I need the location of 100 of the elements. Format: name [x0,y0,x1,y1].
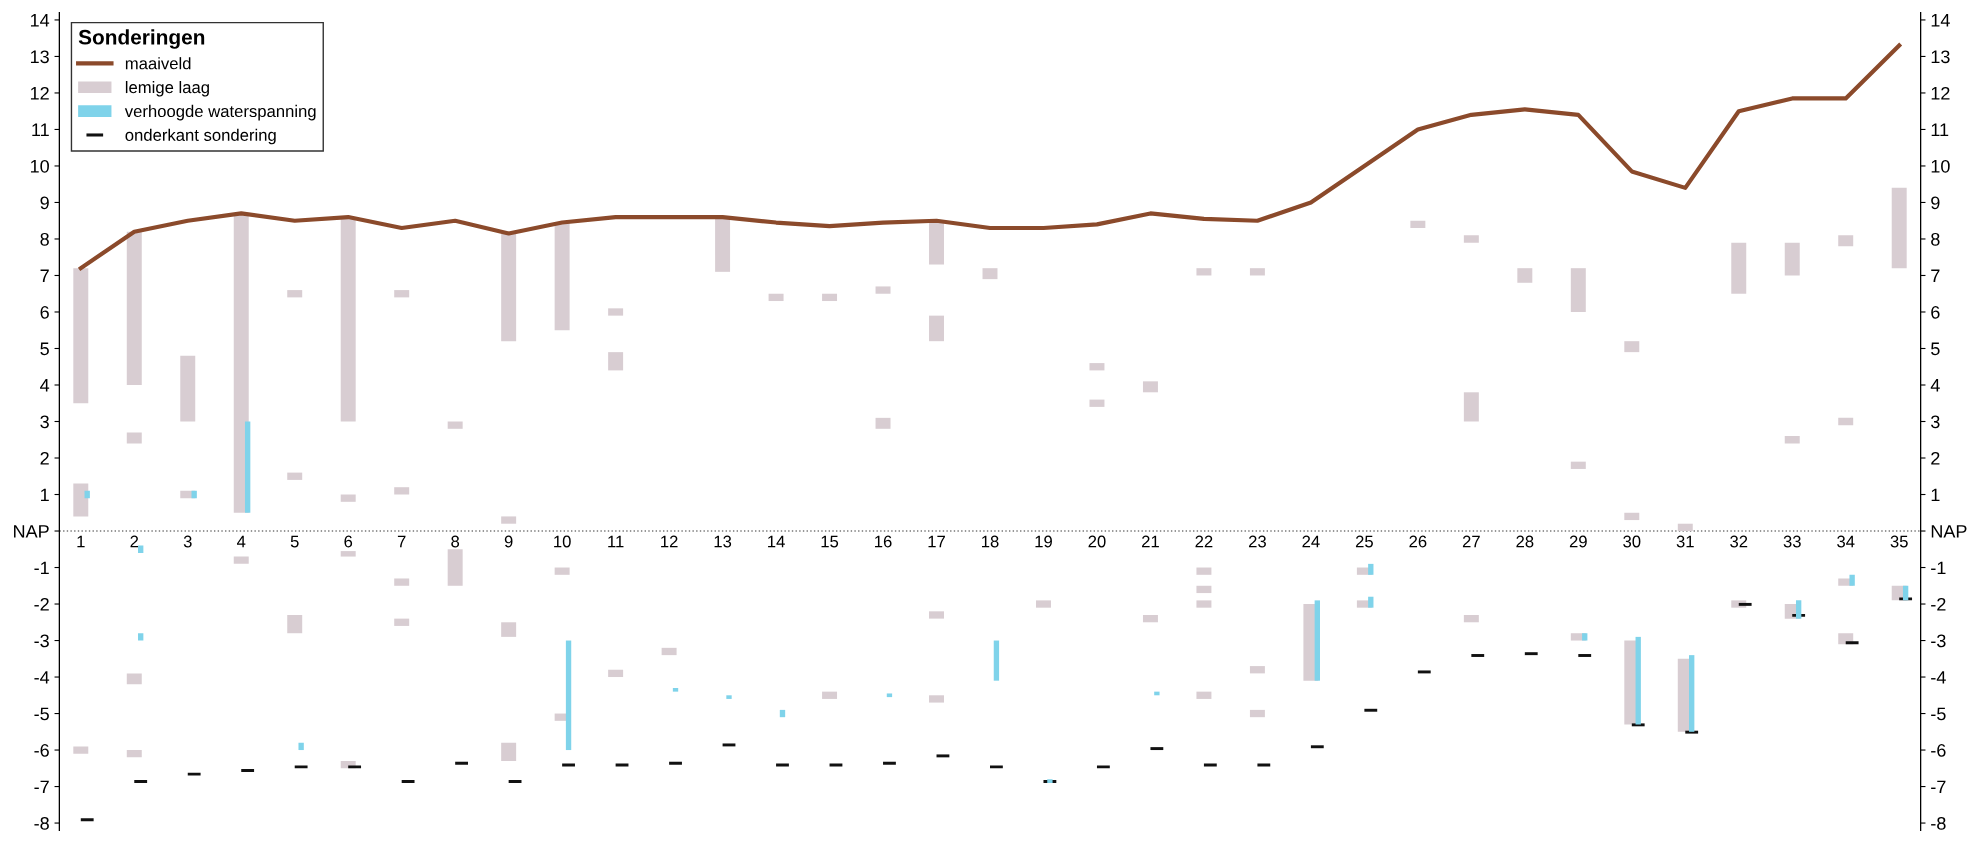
y2-tick-label: -1 [1931,561,1946,575]
bar [501,233,517,342]
legend-label: onderkant sondering [125,128,276,145]
bar [455,761,469,765]
bar [501,742,517,761]
x-tick-label: 29 [1569,535,1587,548]
bar [1891,187,1907,269]
bar [1849,574,1855,586]
bar [73,483,89,517]
bar [768,293,784,302]
y-tick-label: -3 [34,634,49,648]
y2-tick-label: 1 [1931,488,1940,502]
bar [1784,436,1800,444]
bar [1784,242,1800,276]
x-tick-label: 32 [1730,535,1748,548]
x-tick-label: 19 [1035,535,1052,548]
bar [287,472,303,480]
bar [298,742,304,751]
bar [233,213,249,513]
x-tick-label: 31 [1676,535,1694,548]
bar [287,290,303,298]
bar [394,487,410,495]
bar [1142,381,1158,393]
bar [1463,614,1479,623]
bar [993,640,1000,681]
bar [1196,268,1212,276]
y2-tick-label: -6 [1931,743,1946,757]
bar [883,761,896,765]
bar [1838,417,1854,426]
bar [1036,600,1051,608]
bar [126,231,142,385]
bar [187,772,201,776]
bar [875,417,891,429]
bar [1570,268,1586,312]
bar [608,669,624,678]
bar [340,217,356,422]
x-tick-label: 28 [1516,535,1534,548]
bar [138,545,144,553]
bar [715,217,731,272]
y-tick-label: 5 [40,342,49,356]
bar [822,293,838,302]
bar [1249,709,1265,718]
x-tick-label: 23 [1248,535,1266,548]
y2-tick-label: 11 [1931,123,1949,136]
bar [1196,585,1212,594]
x-tick-label: 24 [1302,535,1320,548]
bar [447,549,463,586]
bar [1524,652,1538,656]
bar [1047,779,1053,783]
bar [672,687,679,692]
y-tick-label: -6 [34,743,49,757]
bar [126,750,142,758]
bar [394,618,410,626]
x-tick-label: 12 [661,535,678,548]
x-tick-label: 4 [236,535,246,548]
bar [669,761,682,765]
bar [1154,691,1160,696]
bar [1635,636,1641,725]
y-tick-label: 2 [40,451,49,465]
y-tick-label: 8 [40,232,49,246]
x-tick-label: 2 [130,535,139,548]
bar [1845,641,1859,645]
y-tick-label: 4 [40,379,50,392]
x-tick-label: 8 [451,535,460,548]
bar [1196,600,1212,608]
y2-tick-label: -3 [1931,634,1946,648]
bar [1089,363,1105,371]
bar [394,290,410,298]
y-tick-label: 1 [41,488,49,502]
bar [80,818,94,822]
bar [554,222,570,331]
bar [1838,235,1854,247]
y2-tick-label: 8 [1931,232,1940,246]
x-tick-label: 26 [1409,535,1427,548]
bar [886,693,893,698]
bar [1463,392,1479,422]
x-tick-label: 14 [768,535,785,548]
y-tick-label: 7 [40,269,49,283]
bar [779,709,786,718]
bar [554,567,570,575]
y2-tick-label: 4 [1930,379,1940,392]
x-tick-label: 30 [1623,535,1641,548]
y-tick-label: -2 [34,597,49,611]
bar [340,551,356,557]
bar [1570,461,1586,469]
legend-label: lemige laag [125,81,209,97]
x-tick-label: 21 [1142,535,1159,548]
bar [608,308,624,316]
legend-label: maaiveld [125,57,191,70]
y-tick-label: 11 [32,123,49,136]
y2-tick-label: 9 [1931,196,1940,210]
bar [1089,399,1105,407]
bar [1196,567,1212,575]
bar [1731,242,1747,294]
bar [1582,633,1588,641]
bar [1314,600,1320,681]
bar [565,640,572,751]
bar [1310,745,1324,749]
bar [1624,512,1640,521]
bar [929,611,944,619]
